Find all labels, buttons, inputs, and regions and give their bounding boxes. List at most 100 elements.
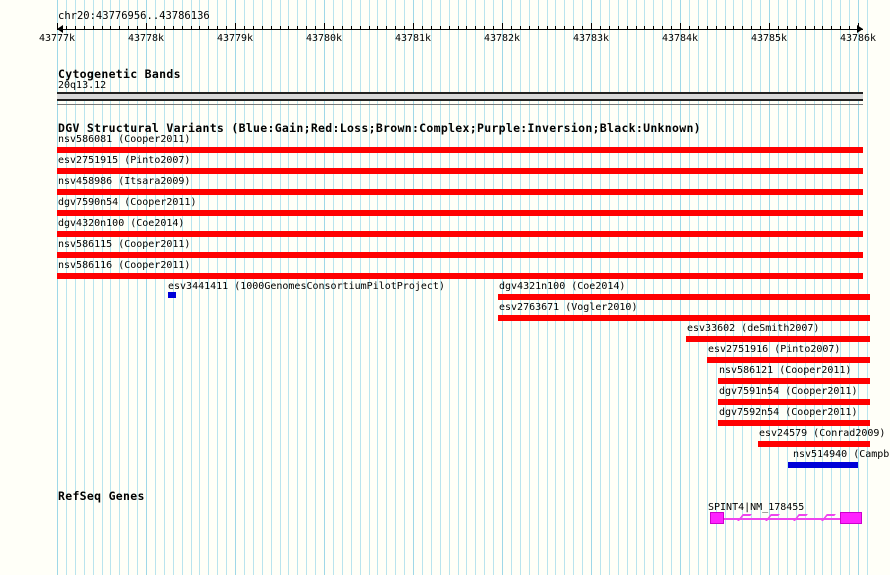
ruler-tick-minor [253,26,254,30]
ruler-tick-minor [644,26,645,30]
ruler-tick-minor [466,26,467,30]
variant-label[interactable]: nsv586116 (Cooper2011) [58,260,191,271]
gridline [458,0,459,575]
variant-bar[interactable] [57,252,863,258]
ruler-tick-minor [689,26,690,30]
ruler-tick-major [591,23,592,30]
gene-label[interactable]: SPINT4|NM_178455 [708,502,805,513]
gridline [814,0,815,575]
gridline [796,0,797,575]
variant-label[interactable]: nsv514940 (Campbe [793,449,890,460]
ruler-tick-minor [840,26,841,30]
gridline [831,0,832,575]
cytoband-bar[interactable] [57,92,863,101]
ruler-tick-minor [182,26,183,30]
variant-label[interactable]: nsv586121 (Cooper2011) [719,365,852,376]
ruler-tick-minor [831,26,832,30]
ruler-tick-minor [137,26,138,30]
ruler-tick-minor [271,26,272,30]
variant-label[interactable]: nsv586081 (Cooper2011) [58,134,191,145]
gridline [475,0,476,575]
gridline-major [146,0,147,575]
variant-label[interactable]: esv2751916 (Pinto2007) [708,344,841,355]
variant-bar[interactable] [498,315,870,321]
gridline [698,0,699,575]
ruler-tick-minor [822,26,823,30]
variant-bar[interactable] [57,147,863,153]
ruler-tick-minor [440,26,441,30]
ruler-tick-minor [84,26,85,30]
ruler-tick-minor [155,26,156,30]
ruler-tick-minor [173,26,174,30]
gene-intron-line [716,518,852,520]
ruler-tick-minor [627,26,628,30]
ruler-tick-minor [199,26,200,30]
ruler-tick-minor [369,26,370,30]
gridline [466,0,467,575]
gridline [636,0,637,575]
variant-label[interactable]: nsv586115 (Cooper2011) [58,239,191,250]
variant-label[interactable]: esv33602 (deSmith2007) [687,323,820,334]
gridline [644,0,645,575]
ruler-tick-minor [636,26,637,30]
variant-bar[interactable] [168,292,176,298]
variant-label[interactable]: esv3441411 (1000GenomesConsortiumPilotPr… [168,281,445,292]
ruler-tick-major [680,23,681,30]
variant-bar[interactable] [718,399,870,405]
variant-label[interactable]: nsv458986 (Itsara2009) [58,176,191,187]
variant-bar[interactable] [57,189,863,195]
variant-bar[interactable] [758,441,870,447]
dgv-structural-variants-title: DGV Structural Variants (Blue:Gain;Red:L… [58,121,701,135]
variant-label[interactable]: esv24579 (Conrad2009) [759,428,886,439]
ruler-tick-minor [760,26,761,30]
gridline [849,0,850,575]
variant-bar[interactable] [57,210,863,216]
variant-label[interactable]: esv2751915 (Pinto2007) [58,155,191,166]
ruler-tick-minor [618,26,619,30]
ruler-tick-minor [529,26,530,30]
gridline [787,0,788,575]
variant-label[interactable]: dgv4320n100 (Coe2014) [58,218,185,229]
gridline [680,0,681,575]
variant-bar[interactable] [718,378,870,384]
variant-label[interactable]: dgv7592n54 (Cooper2011) [719,407,858,418]
gridline [760,0,761,575]
ruler-tick-minor [191,26,192,30]
variant-bar[interactable] [718,420,870,426]
ruler-tick-minor [725,26,726,30]
ruler-tick-minor [538,26,539,30]
ruler-tick-minor [208,26,209,30]
variant-label[interactable]: dgv7590n54 (Cooper2011) [58,197,197,208]
variant-label[interactable]: esv2763671 (Vogler2010) [499,302,638,313]
ruler-tick-label: 43781k [394,33,432,44]
variant-label[interactable]: dgv7591n54 (Cooper2011) [719,386,858,397]
gene-exon[interactable] [710,512,724,524]
gridline [493,0,494,575]
gridline [858,0,859,575]
ruler-tick-minor [698,26,699,30]
gridline [155,0,156,575]
gene-exon[interactable] [840,512,862,524]
variant-bar[interactable] [686,336,870,342]
gridline [716,0,717,575]
variant-bar[interactable] [57,231,863,237]
variant-bar[interactable] [57,168,863,174]
ruler-tick-minor [306,26,307,30]
variant-bar[interactable] [788,462,858,468]
gridline [742,0,743,575]
variant-bar[interactable] [57,273,863,279]
ruler-tick-minor [805,26,806,30]
ruler-tick-minor [475,26,476,30]
variant-bar[interactable] [707,357,870,363]
gridline [822,0,823,575]
gridline [805,0,806,575]
variant-bar[interactable] [498,294,870,300]
ruler-tick-major [858,23,859,30]
ruler-tick-label: 43786k [839,33,877,44]
cytoband-label[interactable]: 20q13.12 [58,80,107,91]
gridline [164,0,165,575]
variant-label[interactable]: dgv4321n100 (Coe2014) [499,281,626,292]
gridline [627,0,628,575]
gridline [840,0,841,575]
